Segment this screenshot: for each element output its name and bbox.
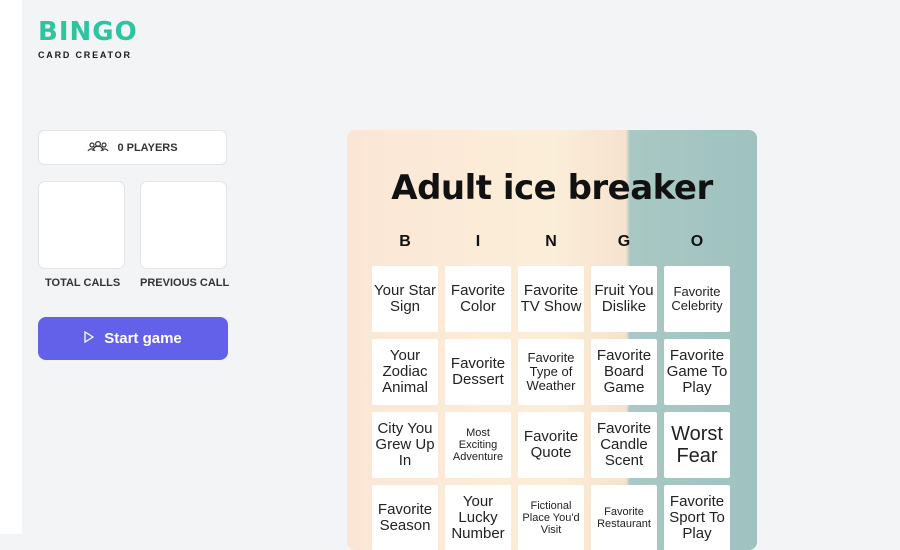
bingo-cell[interactable]: Favorite Restaurant [591,485,657,550]
bingo-card: Adult ice breaker B I N G O Your Star Si… [347,130,757,550]
bingo-cell[interactable]: Fruit You Dislike [591,266,657,332]
bingo-cell[interactable]: Most Exciting Adventure [445,412,511,478]
bingo-header: B I N G O [372,233,730,251]
bingo-cell[interactable]: Your Lucky Number [445,485,511,550]
bingo-grid: Your Star Sign Favorite Color Favorite T… [372,266,730,550]
bingo-cell[interactable]: Favorite Board Game [591,339,657,405]
letter-b: B [399,233,411,250]
bingo-cell[interactable]: Favorite Color [445,266,511,332]
left-margin [0,0,22,534]
players-label: 0 PLAYERS [117,141,178,154]
letter-g: G [617,233,631,250]
play-icon [84,330,95,347]
bingo-cell[interactable]: Your Zodiac Animal [372,339,438,405]
previous-call-label: PREVIOUS CALL [140,277,230,289]
bingo-cell[interactable]: Favorite Type of Weather [518,339,584,405]
bingo-cell[interactable]: Favorite Candle Scent [591,412,657,478]
logo-brand: BINGO [38,17,138,47]
start-game-label: Start game [104,330,182,347]
people-icon [87,140,109,155]
bingo-cell[interactable]: Worst Fear [664,412,730,478]
previous-call-box [140,181,227,269]
bingo-cell[interactable]: City You Grew Up In [372,412,438,478]
bingo-cell[interactable]: Favorite Dessert [445,339,511,405]
bingo-cell[interactable]: Favorite TV Show [518,266,584,332]
total-calls-label: TOTAL CALLS [45,277,121,289]
total-calls-box [38,181,125,269]
logo[interactable]: BINGO CARD CREATOR [38,18,138,60]
bingo-cell[interactable]: Fictional Place You'd Visit [518,485,584,550]
letter-n: N [545,233,557,250]
logo-tagline: CARD CREATOR [38,50,132,60]
letter-o: O [690,233,704,250]
players-count[interactable]: 0 PLAYERS [38,130,227,165]
start-game-button[interactable]: Start game [38,317,228,360]
bingo-cell[interactable]: Favorite Season [372,485,438,550]
bingo-cell[interactable]: Favorite Quote [518,412,584,478]
letter-i: I [475,233,481,250]
bingo-cell[interactable]: Your Star Sign [372,266,438,332]
card-title: Adult ice breaker [391,168,713,208]
bingo-cell[interactable]: Favorite Sport To Play [664,485,730,550]
bingo-cell[interactable]: Favorite Game To Play [664,339,730,405]
bingo-cell[interactable]: Favorite Celebrity [664,266,730,332]
